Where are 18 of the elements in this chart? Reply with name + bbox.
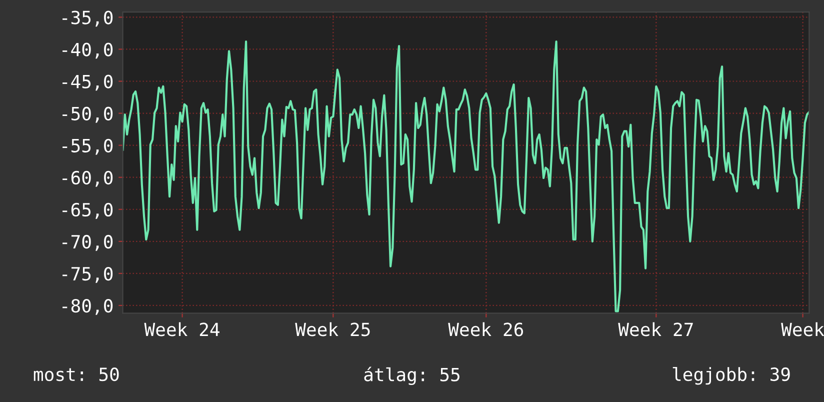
x-tick-label: Week 25 <box>295 322 370 336</box>
y-tick-label: -45,0 <box>62 74 113 91</box>
y-tick-label: -70,0 <box>62 234 113 251</box>
x-tick-label: Week 27 <box>618 322 693 336</box>
y-tick-label: -35,0 <box>62 10 113 27</box>
x-tick-label: Week <box>781 322 824 336</box>
x-tick-label: Week 24 <box>144 322 220 336</box>
x-tick-label: Week 26 <box>448 322 524 336</box>
text: legjobb: 39 <box>672 367 790 385</box>
y-tick-label: -55,0 <box>62 138 113 155</box>
y-tick-label: -80,0 <box>62 298 113 315</box>
text: most: 50 <box>34 368 119 382</box>
text: átlag: 55 <box>364 366 460 386</box>
y-tick-label: -65,0 <box>62 202 113 219</box>
y-tick-label: -75,0 <box>62 266 113 283</box>
y-tick-label: -40,0 <box>62 42 113 59</box>
y-tick-label: -50,0 <box>62 106 113 123</box>
y-tick-label: -60,0 <box>62 170 113 187</box>
